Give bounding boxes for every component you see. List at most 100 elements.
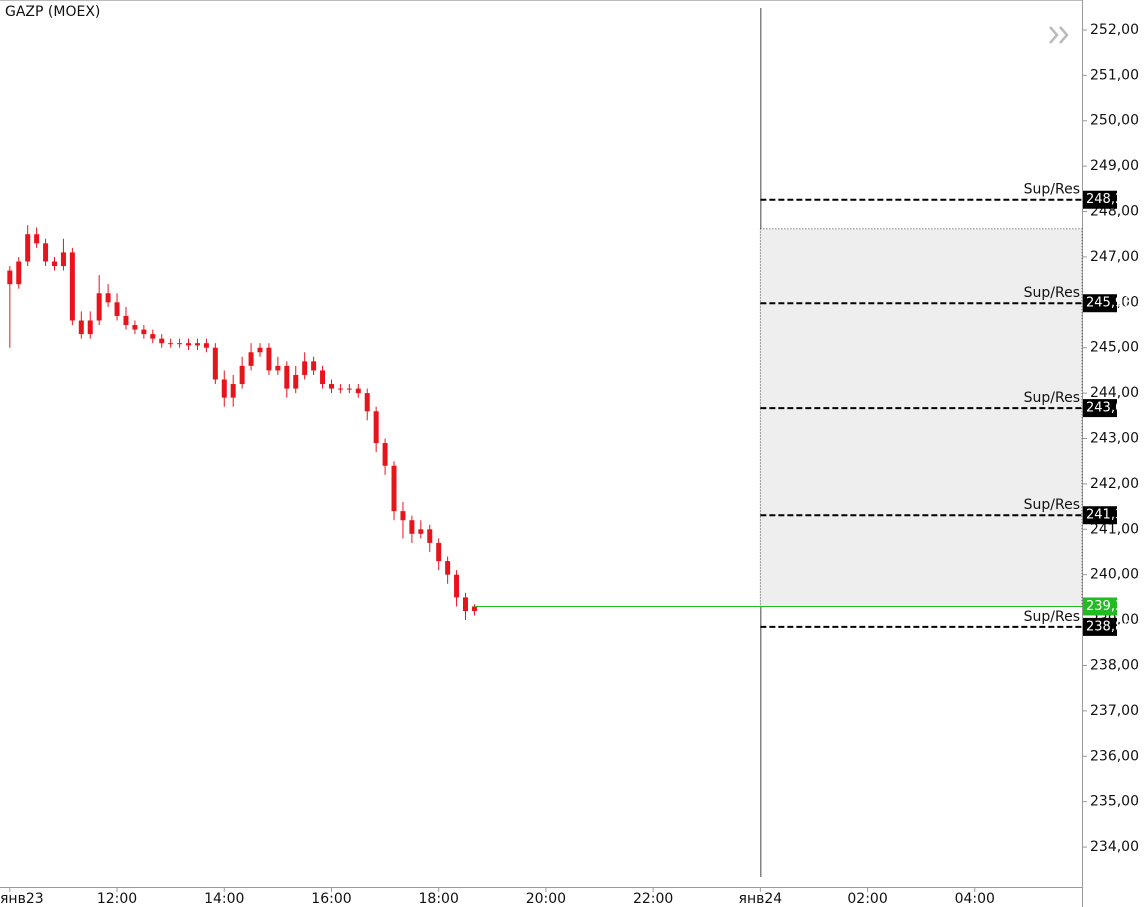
- level-name: Sup/Res: [1024, 497, 1080, 513]
- candle-body: [364, 393, 370, 412]
- candle-body: [471, 606, 477, 612]
- y-tick-label: 251,00: [1090, 67, 1139, 83]
- zone: [759, 228, 1083, 607]
- candle-body: [355, 388, 361, 394]
- candle-body: [87, 320, 93, 335]
- candle-body: [230, 384, 236, 398]
- candle-body: [52, 261, 58, 267]
- candle-body: [346, 388, 352, 390]
- candle-body: [114, 302, 120, 316]
- level-label: 238,85: [1086, 619, 1132, 634]
- x-tick-label: 12:00: [97, 891, 137, 907]
- y-tick-label: 241,00: [1090, 521, 1139, 537]
- candle-body: [123, 315, 129, 326]
- candle-body: [96, 293, 102, 321]
- x-tick-label: 14:00: [204, 891, 244, 907]
- y-tick-label: 250,00: [1090, 113, 1139, 129]
- y-tick-label: 247,00: [1090, 249, 1139, 265]
- level-label: 248,26: [1086, 192, 1132, 207]
- candle-body: [400, 511, 406, 521]
- candle-body: [463, 597, 469, 612]
- candle-body: [320, 370, 326, 385]
- candle-body: [257, 347, 263, 353]
- chart-title: GAZP (MOEX): [5, 4, 100, 20]
- level-name: Sup/Res: [1024, 182, 1080, 198]
- candle-body: [311, 361, 317, 371]
- y-tick-label: 245,00: [1090, 340, 1139, 356]
- x-tick-label: янв23: [0, 891, 44, 907]
- candle-body: [194, 343, 200, 346]
- candle-body: [69, 252, 75, 321]
- level-label-box: [1083, 294, 1117, 313]
- level-label: 245,98: [1086, 296, 1132, 311]
- candle-body: [132, 325, 138, 330]
- y-tick-label: 252,00: [1090, 22, 1139, 38]
- x-tick-label: 02:00: [847, 891, 887, 907]
- y-tick-label: 243,00: [1090, 431, 1139, 447]
- level-name: Sup/Res: [1024, 609, 1080, 625]
- candle-body: [105, 293, 111, 303]
- candle-body: [293, 374, 299, 389]
- y-tick-label: 244,00: [1090, 385, 1139, 401]
- candle-body: [168, 343, 174, 345]
- candle-body: [212, 347, 218, 380]
- candle-body: [275, 365, 281, 371]
- candle-body: [328, 384, 334, 389]
- y-tick-label: 238,00: [1090, 657, 1139, 673]
- y-tick-label: 234,00: [1090, 839, 1139, 855]
- candle-body: [436, 542, 442, 562]
- x-tick-label: 16:00: [311, 891, 351, 907]
- x-tick-label: 04:00: [955, 891, 995, 907]
- candle-body: [454, 574, 460, 598]
- y-tick-label: 249,00: [1090, 158, 1139, 174]
- candle-body: [203, 343, 209, 348]
- candle-body: [159, 338, 165, 344]
- candle-body: [43, 243, 49, 262]
- x-tick-label: 20:00: [526, 891, 566, 907]
- candle-body: [418, 529, 424, 534]
- candle-body: [177, 343, 183, 345]
- last-price-box: [1083, 597, 1117, 616]
- x-tick-label: 22:00: [633, 891, 673, 907]
- last-price-label: 239,30: [1086, 599, 1132, 614]
- candle-body: [78, 320, 84, 335]
- candle-body: [382, 443, 388, 466]
- y-tick-label: 237,00: [1090, 703, 1139, 719]
- x-tick-label: янв24: [739, 891, 783, 907]
- candle-body: [302, 361, 308, 375]
- candle-body: [337, 388, 343, 390]
- y-tick-label: 235,00: [1090, 794, 1139, 810]
- level-label-box: [1083, 190, 1117, 209]
- candle-body: [427, 529, 433, 543]
- y-tick-label: 240,00: [1090, 567, 1139, 583]
- candle-body: [266, 347, 272, 371]
- level-label-box: [1083, 506, 1117, 525]
- candle-body: [391, 465, 397, 512]
- level-label: 243,67: [1086, 401, 1132, 416]
- candle-body: [7, 270, 13, 285]
- candle-body: [445, 561, 451, 575]
- x-tick-label: 18:00: [419, 891, 459, 907]
- level-label: 241,31: [1086, 508, 1132, 523]
- candle-body: [34, 234, 40, 244]
- candle-body: [150, 334, 156, 339]
- scroll-icon[interactable]: [1049, 26, 1069, 44]
- candle-body: [16, 261, 22, 285]
- candle-body: [186, 343, 192, 346]
- y-tick-label: 236,00: [1090, 748, 1139, 764]
- level-name: Sup/Res: [1024, 390, 1080, 406]
- level-label-box: [1083, 399, 1117, 418]
- candle-body: [141, 329, 147, 335]
- level-label-box: [1083, 617, 1117, 636]
- level-name: Sup/Res: [1024, 285, 1080, 301]
- y-tick-label: 242,00: [1090, 476, 1139, 492]
- candle-body: [25, 234, 31, 262]
- candle-body: [248, 352, 254, 366]
- candle-body: [221, 379, 227, 398]
- candle-body: [373, 411, 379, 444]
- candle-body: [284, 365, 290, 389]
- candle-body: [60, 252, 66, 267]
- candle-body: [239, 365, 245, 385]
